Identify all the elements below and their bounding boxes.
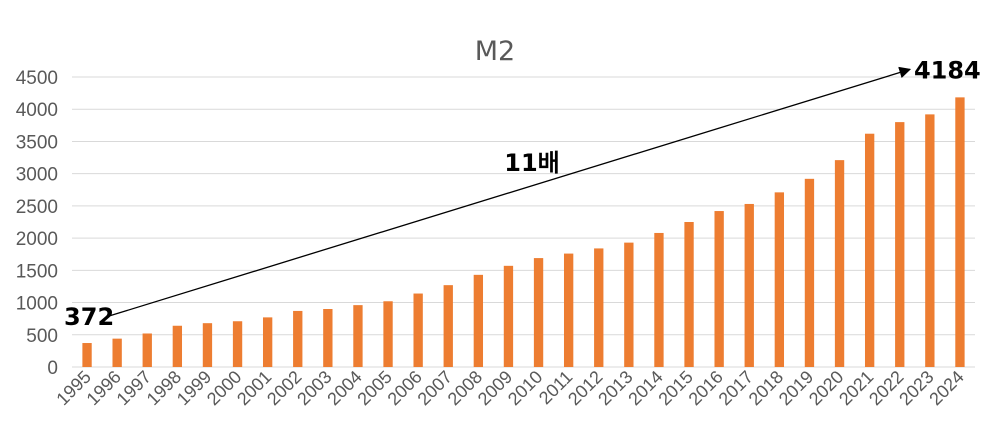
bar [413,293,423,367]
y-tick-label: 0 [47,358,58,379]
bar [353,305,363,367]
bar [654,232,664,367]
y-tick-label: 3500 [16,132,58,153]
bars [82,97,965,367]
bar [142,333,152,367]
y-tick-label: 2500 [16,197,58,218]
bar [262,317,273,367]
y-tick-label: 1000 [16,294,58,315]
bar [864,133,875,367]
bar [293,310,303,367]
bar [82,343,92,367]
bar [804,178,815,367]
y-tick-label: 4000 [16,100,58,121]
bar [112,338,122,367]
bar [202,323,213,367]
y-tick-label: 2000 [16,229,58,250]
bar [443,285,453,367]
bar [323,309,333,367]
y-tick-label: 4500 [16,68,58,89]
bar [714,211,724,367]
growth-arrow [108,66,912,317]
bar [925,114,935,367]
bar [834,160,845,367]
bar [473,274,484,367]
y-tick-label: 1500 [16,261,58,282]
bar [744,203,754,367]
bar [172,325,183,367]
bar [955,97,965,367]
bar [895,122,905,367]
bar [503,265,514,367]
bar [624,242,634,367]
y-tick-label: 500 [26,326,58,347]
bar [232,321,243,367]
gridlines [72,76,975,368]
bar [533,258,544,367]
bar [563,253,574,367]
bar [684,222,694,367]
bar [594,248,604,367]
bar [774,192,785,367]
chart-title: M2 [475,36,515,67]
x-tick-label: 2024 [925,367,967,409]
bar [383,301,393,367]
start-value-label: 372 [64,303,114,331]
growth-multiple-label: 11배 [504,149,559,177]
y-tick-label: 3000 [16,165,58,186]
x-axis-ticks: 1995199619971998199920002001200220032004… [52,367,967,409]
y-axis-ticks: 0 500 1000 1500 2000 2500 3000 3500 4000 4500 [16,68,58,379]
end-value-label: 4184 [914,56,981,84]
